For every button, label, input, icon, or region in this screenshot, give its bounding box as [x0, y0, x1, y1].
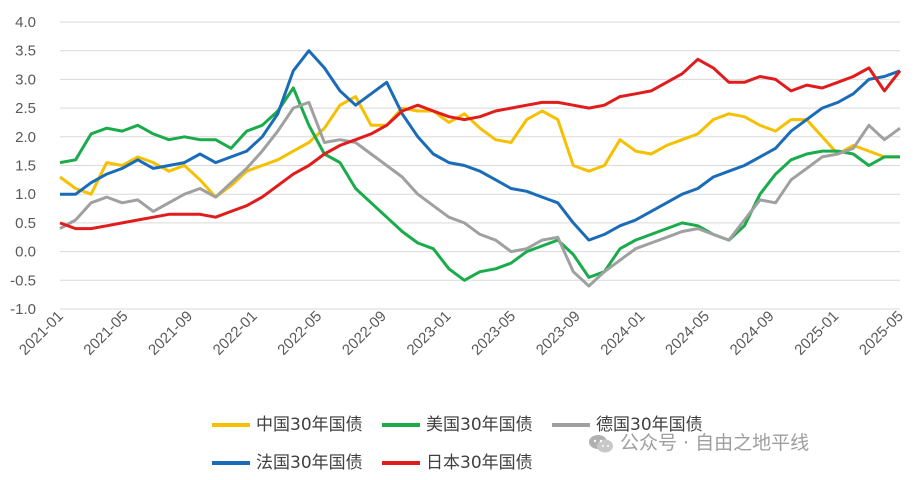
series-line-0	[59, 95, 900, 199]
x-tick-label: 2021-09	[145, 308, 196, 359]
series-line-1	[59, 86, 900, 282]
y-tick-label: 1.5	[15, 158, 36, 175]
wechat-icon	[589, 434, 613, 452]
y-tick-label: -0.5	[10, 272, 36, 289]
legend-item-china: 中国30年国债	[212, 410, 363, 435]
legend-label: 法国30年国债	[256, 453, 363, 473]
x-tick-label: 2024-01	[597, 308, 648, 359]
x-tick-label: 2024-05	[662, 308, 713, 359]
series-line-2	[59, 100, 901, 288]
y-axis: 4.0 3.5 3.0 2.5 2.0 1.5 1.0 0.5 0.0 -0.5 -1.0	[10, 14, 36, 318]
x-tick-label: 2023-01	[404, 308, 455, 359]
y-tick-label: 3.0	[15, 71, 36, 88]
x-tick-label: 2024-09	[727, 308, 778, 359]
series-line-4	[59, 57, 902, 231]
legend-swatch	[382, 423, 420, 427]
gridlines	[60, 21, 900, 310]
y-tick-label: 3.5	[15, 43, 36, 60]
legend-item-japan: 日本30年国债	[382, 448, 533, 473]
y-tick-label: 0.5	[15, 215, 36, 232]
legend-label: 中国30年国债	[256, 415, 363, 435]
line-chart: 4.0 3.5 3.0 2.5 2.0 1.5 1.0 0.5 0.0 -0.5 -1.0 2021…	[10, 14, 907, 359]
legend-swatch	[212, 461, 250, 465]
legend-label: 美国30年国债	[426, 415, 533, 435]
y-tick-label: 0.0	[15, 244, 36, 261]
series-line-3	[60, 49, 901, 242]
y-tick-label: 4.0	[15, 14, 36, 31]
legend-item-germany: 德国30年国债	[552, 410, 703, 435]
x-tick-label: 2022-05	[274, 308, 325, 359]
x-tick-label: 2022-01	[210, 308, 261, 359]
x-tick-label: 2023-05	[468, 308, 519, 359]
legend-item-france: 法国30年国债	[212, 448, 363, 473]
watermark: 公众号 · 自由之地平线	[588, 428, 809, 455]
legend-swatch	[552, 423, 590, 427]
watermark-text: 公众号 · 自由之地平线	[620, 432, 810, 454]
x-tick-label: 2022-09	[339, 308, 390, 359]
y-tick-label: 2.5	[15, 100, 36, 117]
legend-label: 德国30年国债	[596, 415, 703, 435]
legend-item-us: 美国30年国债	[382, 410, 533, 435]
legend-swatch	[212, 423, 250, 427]
y-tick-label: 2.0	[15, 129, 36, 146]
x-tick-label: 2025-01	[791, 308, 842, 359]
x-tick-label: 2023-09	[533, 308, 584, 359]
series-lines	[59, 49, 902, 288]
legend-label: 日本30年国债	[426, 453, 533, 473]
y-tick-label: 1.0	[15, 186, 36, 203]
legend-swatch	[382, 461, 420, 465]
y-tick-label: -1.0	[10, 301, 36, 318]
x-tick-label: 2021-05	[80, 308, 131, 359]
x-tick-label: 2025-05	[856, 308, 907, 359]
x-axis: 2021-01 2021-05 2021-09 2022-01 2022-05 2022-…	[16, 308, 907, 359]
